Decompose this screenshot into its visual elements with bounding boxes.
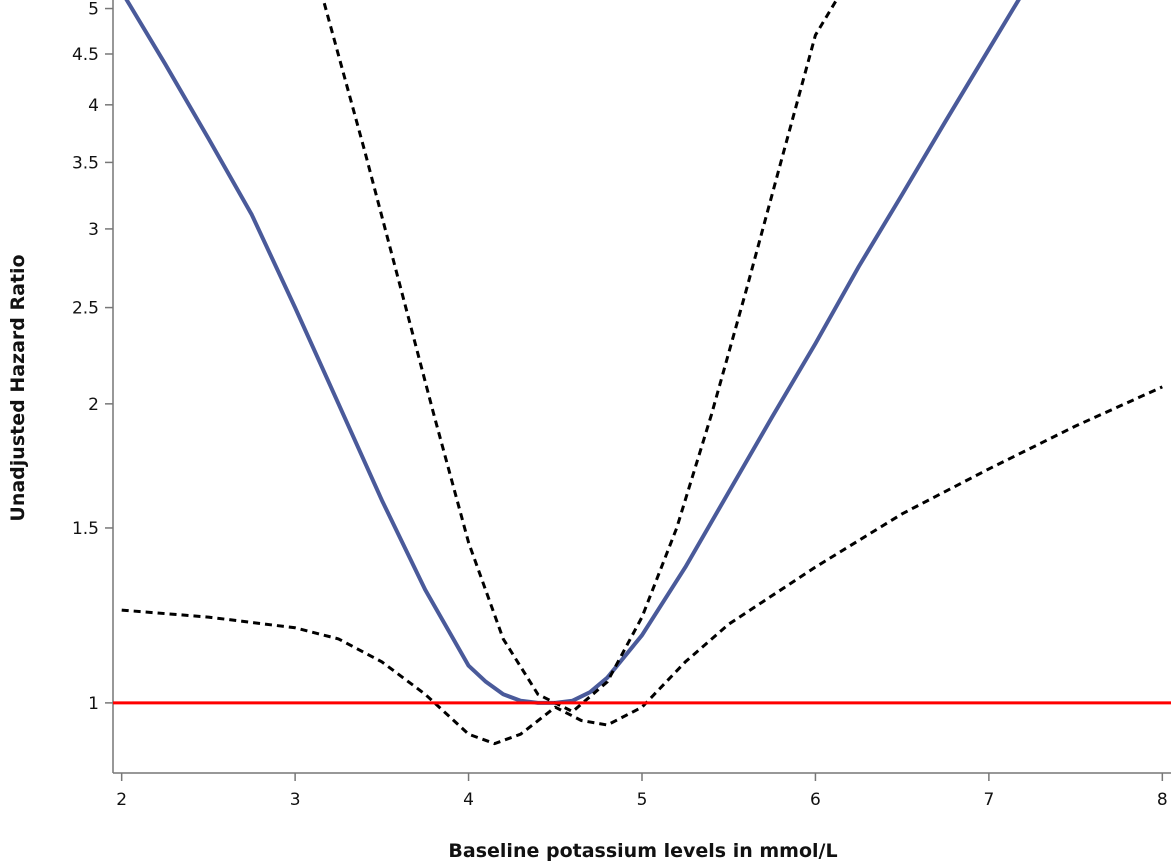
y-axis: 1 1.5 2 2.5 3 3.5 4 4.5 5 xyxy=(72,0,114,773)
y-tick-label: 5 xyxy=(88,0,99,20)
x-tick-label: 7 xyxy=(983,790,994,810)
x-tick-label: 6 xyxy=(810,790,821,810)
y-tick-label: 4.5 xyxy=(72,45,99,65)
confidence-bound-curve-2 xyxy=(121,385,1163,746)
confidence-bound-curve-1 xyxy=(321,0,839,714)
x-tick-label: 4 xyxy=(463,790,474,810)
x-tick-label: 3 xyxy=(290,790,301,810)
y-tick-label: 3 xyxy=(88,220,99,240)
y-tick-label: 1.5 xyxy=(72,519,99,539)
y-axis-title: Unadjusted Hazard Ratio xyxy=(7,254,29,521)
x-tick-label: 2 xyxy=(116,790,127,810)
x-tick-label: 5 xyxy=(637,790,648,810)
y-tick-label: 4 xyxy=(88,96,99,116)
y-tick-label: 2 xyxy=(88,395,99,415)
series-layer xyxy=(113,0,1171,746)
x-axis-title: Baseline potassium levels in mmol/L xyxy=(448,840,837,862)
y-tick-label: 2.5 xyxy=(72,299,99,319)
x-tick-label: 8 xyxy=(1157,790,1168,810)
y-tick-label: 3.5 xyxy=(72,153,99,173)
y-tick-label: 1 xyxy=(88,694,99,714)
x-axis: 2 3 4 5 6 7 8 xyxy=(113,772,1171,810)
hazard-ratio-curve xyxy=(124,0,1021,705)
